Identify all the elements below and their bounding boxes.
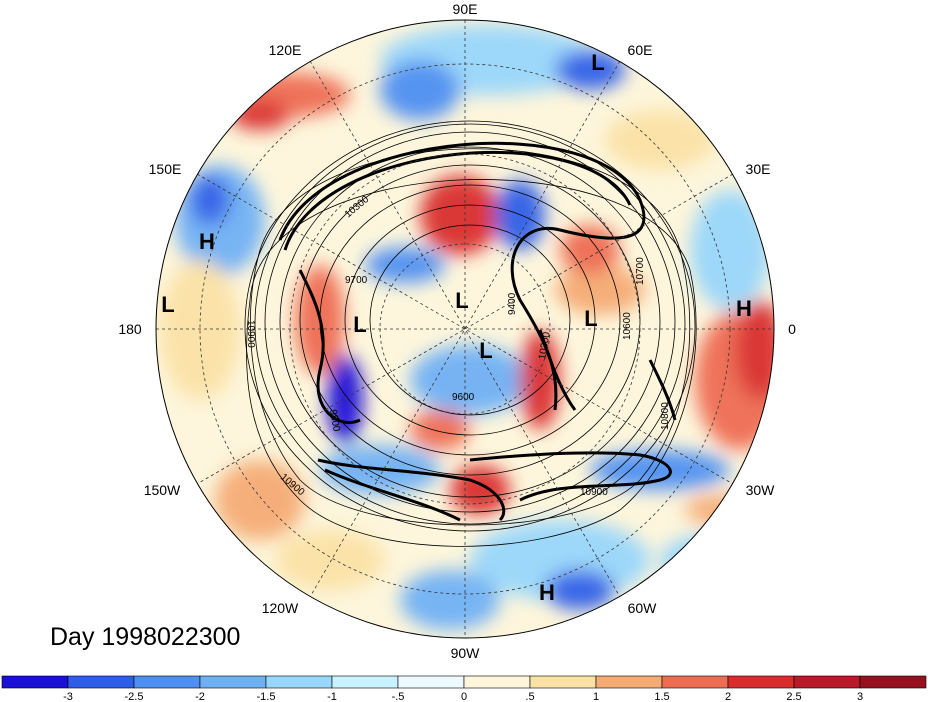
colorbar-swatch: [463, 675, 531, 689]
lon-label-60e: 60E: [628, 42, 653, 58]
contour-label: 10900: [580, 487, 608, 498]
lon-label-120e: 120E: [269, 42, 302, 58]
colorbar-tick-label: 1: [593, 691, 599, 702]
colorbar-swatch: [595, 675, 663, 689]
lon-label-0: 0: [788, 321, 796, 337]
colorbar-tick-label: 2: [725, 691, 731, 702]
date-label: Day 1998022300: [50, 623, 240, 651]
contour-label: 10600: [622, 312, 633, 340]
colorbar-swatch: [397, 675, 465, 689]
colorbar-swatch: [793, 675, 861, 689]
lon-label-180: 180: [118, 321, 142, 337]
contour-label: 9700: [345, 275, 368, 286]
high-center: H: [736, 296, 752, 321]
low-center: L: [455, 288, 468, 313]
low-center: L: [591, 50, 604, 75]
colorbar-swatch: [67, 675, 135, 689]
contour-label: 9600: [452, 392, 475, 403]
jet-contours: [278, 141, 677, 522]
contour-label: 10900: [245, 320, 256, 348]
lon-label-150e: 150E: [149, 161, 182, 177]
low-center: L: [584, 306, 597, 331]
colorbar-swatch: [727, 675, 795, 689]
colorbar-tick-label: -.5: [392, 691, 405, 702]
lon-label-60w: 60W: [628, 600, 658, 616]
low-center: L: [479, 338, 492, 363]
colorbar-swatch: [199, 675, 267, 689]
lon-label-120w: 120W: [262, 600, 299, 616]
lon-label-30e: 30E: [746, 161, 771, 177]
colorbar: -3 -2.5 -2 -1.5 -1 -.5 0 .5 1 1.5 2 2.5 3: [1, 675, 927, 702]
colorbar-swatch: [265, 675, 333, 689]
lon-label-30w: 30W: [746, 482, 776, 498]
colorbar-tick-label: 0: [461, 691, 467, 702]
graticule: [156, 20, 774, 638]
lon-label-90e: 90E: [453, 1, 478, 17]
colorbar-tick-label: 1.5: [654, 691, 669, 702]
colorbar-tick-label: -1.5: [257, 691, 276, 702]
colorbar-tick-label: .5: [525, 691, 534, 702]
colorbar-tick-label: -2.5: [125, 691, 144, 702]
lon-label-90w: 90W: [451, 645, 481, 661]
colorbar-tick-label: 3: [857, 691, 863, 702]
colorbar-tick-label: -1: [327, 691, 337, 702]
lon-label-150w: 150W: [144, 482, 181, 498]
colorbar-tick-label: -3: [63, 691, 73, 702]
high-center: H: [539, 580, 555, 605]
colorbar-swatch: [661, 675, 729, 689]
contour-label: 9800: [327, 409, 342, 433]
low-center: L: [353, 312, 366, 337]
pressure-centers: L L L L L L H H H: [161, 50, 752, 605]
low-center: L: [161, 292, 174, 317]
map-border: [155, 19, 775, 639]
high-center: H: [199, 229, 215, 254]
contour-label: 9400: [507, 292, 518, 315]
contour-label: 10800: [660, 402, 671, 430]
colorbar-swatch: [529, 675, 597, 689]
longitude-labels: 90E 60E 30E 0 30W 60W 90W 120W 150W 180 …: [118, 1, 796, 661]
contour-label: 10300: [537, 331, 553, 361]
colorbar-tick-label: -2: [195, 691, 205, 702]
contour-label: 10700: [635, 257, 646, 285]
height-contours: [244, 120, 697, 547]
colorbar-swatch: [331, 675, 399, 689]
colorbar-swatch: [1, 675, 69, 689]
colorbar-tick-label: 2.5: [786, 691, 801, 702]
colorbar-swatch: [859, 675, 927, 689]
colorbar-swatch: [133, 675, 201, 689]
